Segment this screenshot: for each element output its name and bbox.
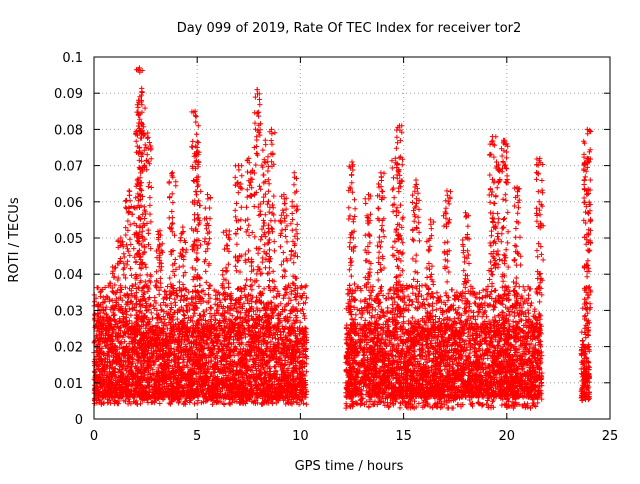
x-tick-label: 25: [602, 429, 619, 444]
y-tick-label: 0.04: [54, 268, 83, 283]
x-tick-label: 10: [292, 429, 309, 444]
y-tick-label: 0.07: [54, 160, 83, 175]
y-tick-label: 0.03: [54, 304, 83, 319]
x-tick-label: 15: [395, 429, 412, 444]
y-tick-label: 0.01: [54, 377, 83, 392]
y-tick-label: 0.1: [62, 51, 83, 66]
y-tick-label: 0.08: [54, 123, 83, 138]
axes: [93, 56, 611, 420]
y-axis-label: ROTI / TECUs: [7, 197, 22, 282]
y-tick-label: 0.02: [54, 341, 83, 356]
y-tick-label: 0.09: [54, 87, 83, 102]
y-tick-label: 0.06: [54, 196, 83, 211]
roti-scatter-markers: [91, 65, 594, 411]
x-tick-label: 20: [499, 429, 516, 444]
x-tick-label: 0: [90, 429, 98, 444]
chart-title: Day 099 of 2019, Rate Of TEC Index for r…: [177, 21, 522, 36]
x-tick-label: 5: [193, 429, 201, 444]
y-tick-label: 0: [75, 413, 83, 428]
tick-labels: 0 5 10 15 20 25 0 0.01 0.02 0.03 0.04 0.05 0.06 0.07 0…: [54, 51, 618, 444]
x-axis-label: GPS time / hours: [295, 459, 404, 474]
data-points: [91, 65, 594, 411]
y-tick-label: 0.05: [54, 232, 83, 247]
